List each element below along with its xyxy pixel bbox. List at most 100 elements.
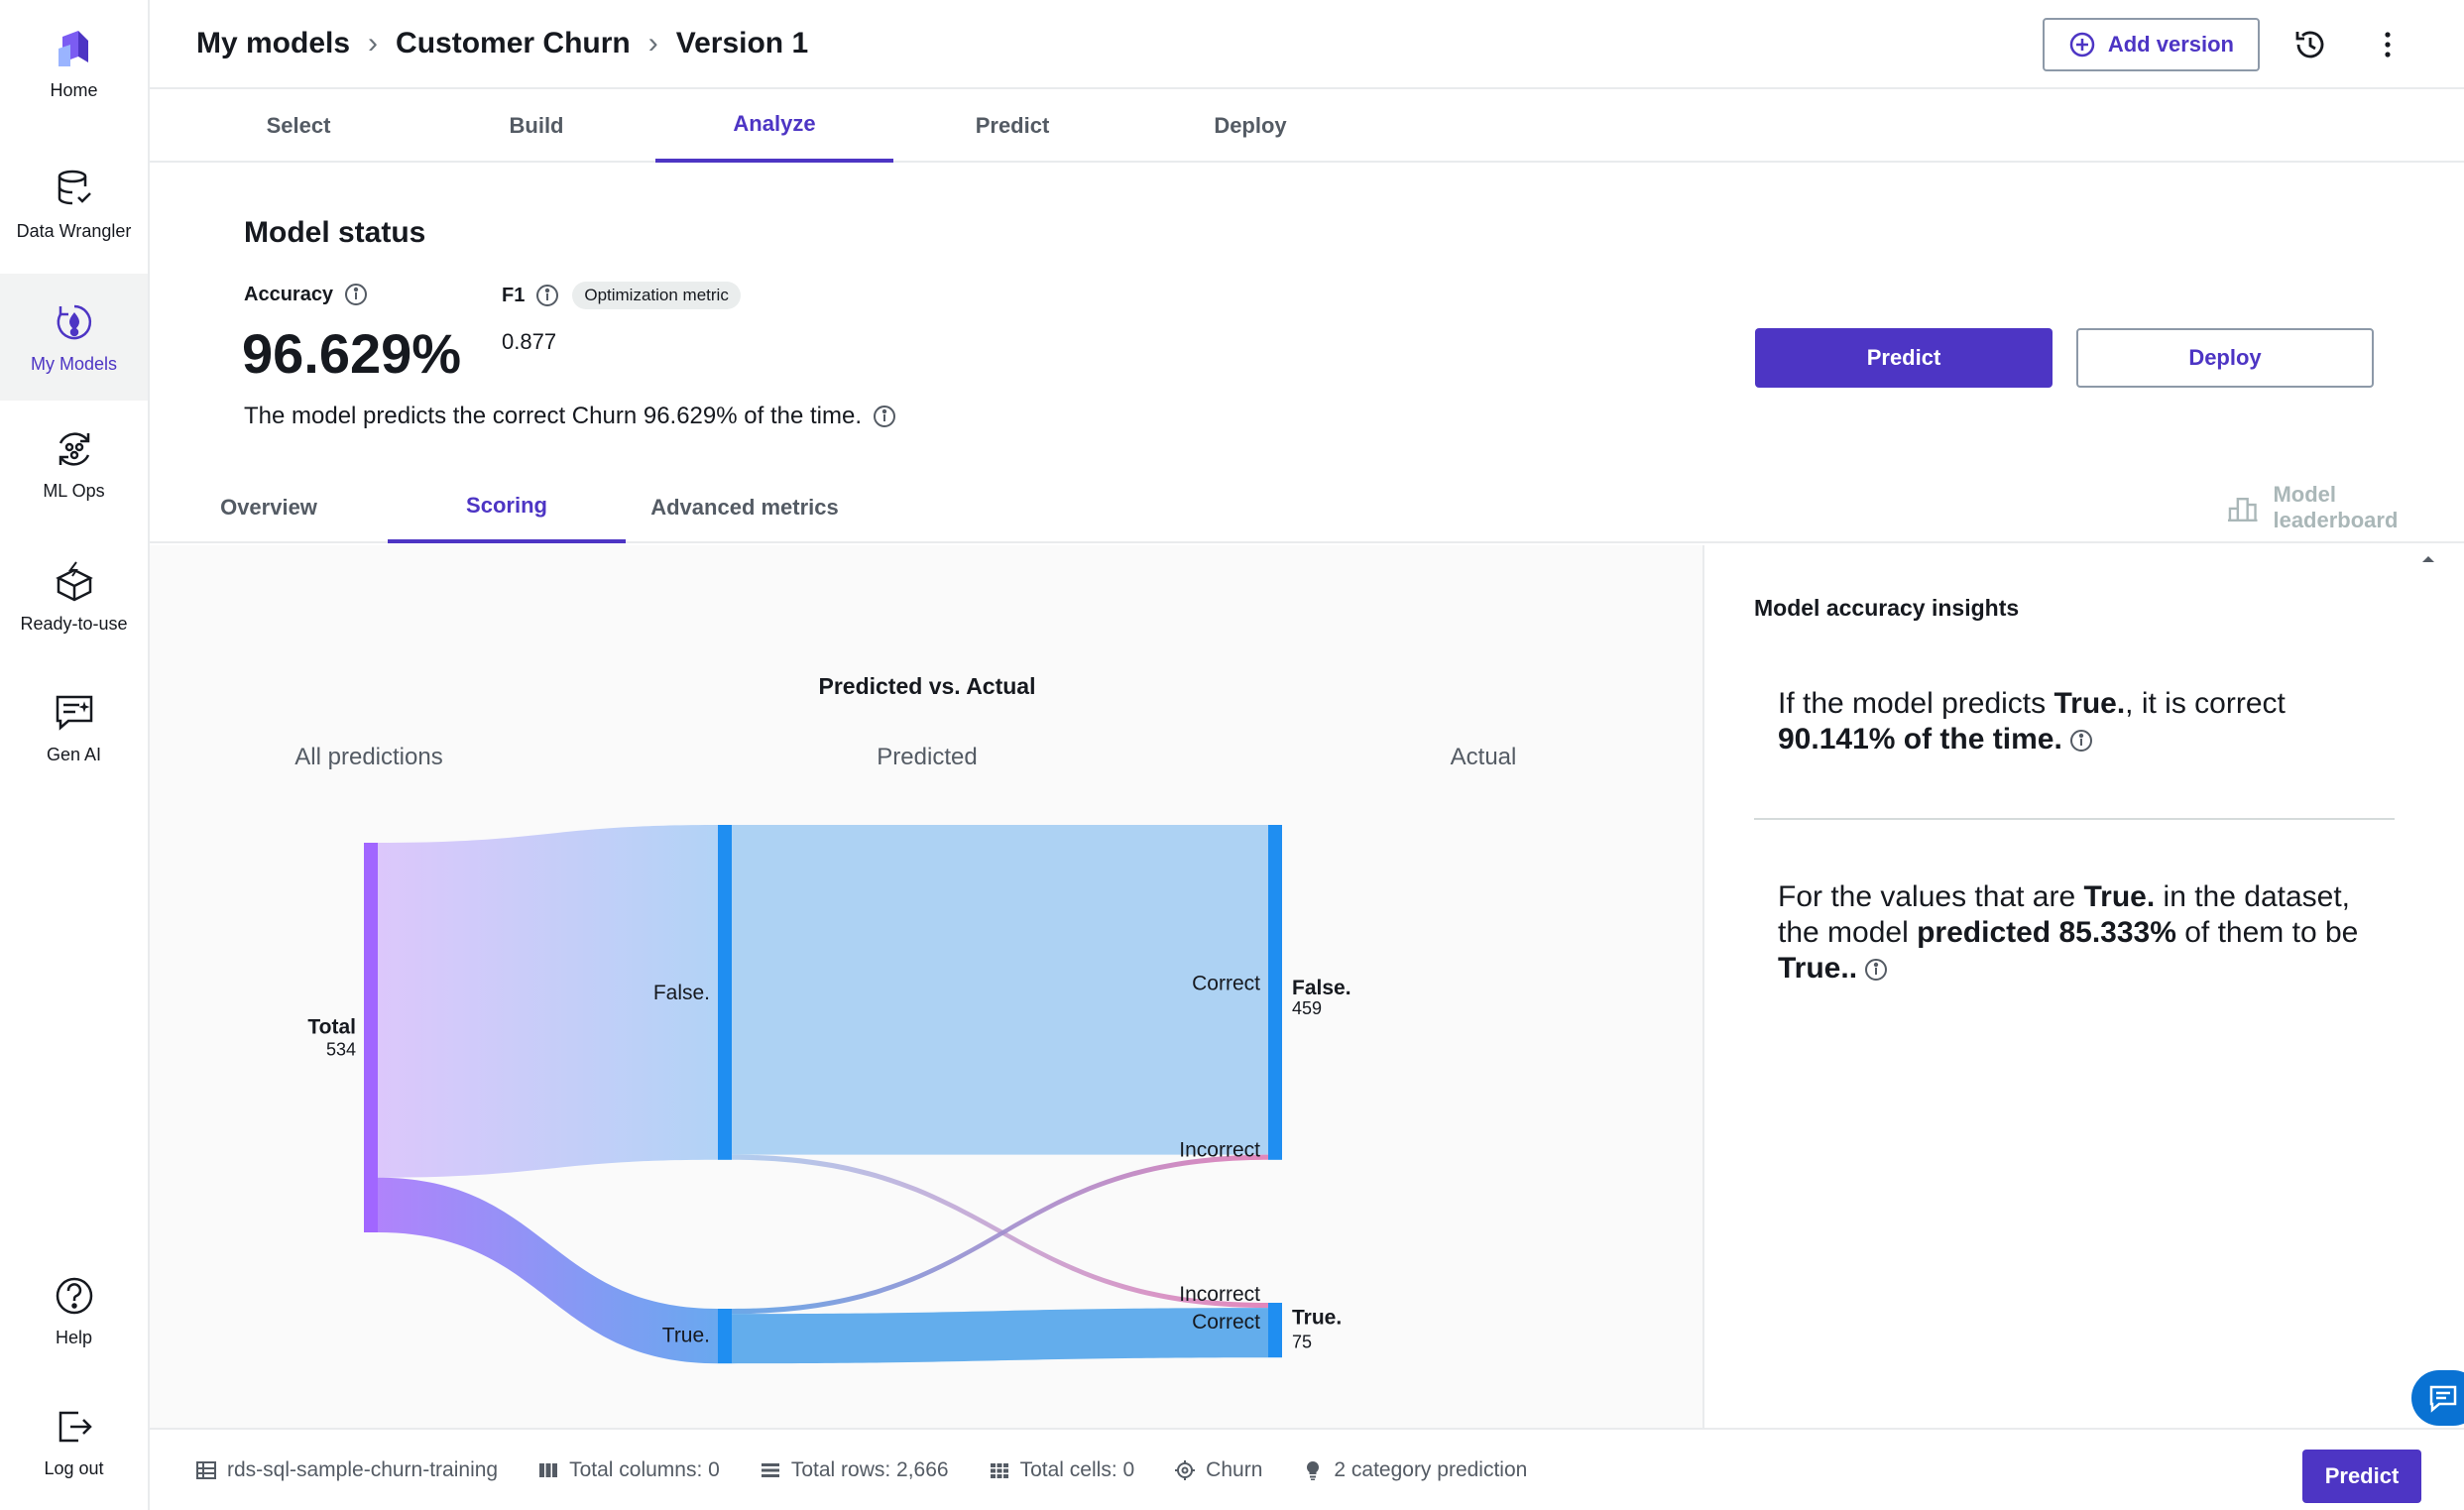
- sankey-chart: Predicted vs. Actual All predictions Pre…: [294, 673, 1517, 1364]
- tab-overview[interactable]: Overview: [220, 495, 317, 520]
- insight-text: in the dataset, the model: [1778, 880, 2351, 949]
- sankey-count-actual-true: 75: [1292, 1333, 1312, 1352]
- sankey-label-false-correct: Correct: [1192, 973, 1260, 995]
- column-header-actual: Actual: [1451, 744, 1517, 770]
- sankey-node-total[interactable]: [364, 843, 378, 1232]
- canvas-logo-icon: [58, 30, 88, 66]
- sankey-label-true-correct: Correct: [1192, 1311, 1260, 1334]
- sankey-count-actual-false: 459: [1292, 998, 1322, 1018]
- info-icon[interactable]: [534, 283, 560, 308]
- sankey-link-false-correct[interactable]: [732, 825, 1268, 1155]
- sankey-label-predicted-true: True.: [662, 1325, 710, 1347]
- footer-dataset: rds-sql-sample-churn-training: [195, 1458, 498, 1482]
- sankey-link-false-incorrect[interactable]: [732, 1154, 1268, 1309]
- sidebar-item-data-wrangler[interactable]: Data Wrangler: [0, 141, 148, 268]
- sankey-node-predicted-false[interactable]: [718, 825, 732, 1160]
- sankey-node-actual-false[interactable]: [1268, 825, 1282, 1160]
- sidebar: Home Data Wrangler My Models ML Ops: [0, 0, 150, 1510]
- lightbulb-icon: [1307, 1460, 1320, 1480]
- sidebar-item-label: Help: [55, 1327, 93, 1347]
- info-icon[interactable]: [872, 404, 897, 429]
- footer-rows: Total rows: 2,666: [760, 1458, 949, 1482]
- sankey-link-total-to-predicted-false[interactable]: [378, 825, 718, 1178]
- breadcrumb-version: Version 1: [675, 27, 809, 59]
- sankey-label-actual-false: False.: [1292, 977, 1351, 999]
- more-options-button[interactable]: [2361, 18, 2414, 71]
- database-icon: [58, 170, 91, 204]
- sidebar-item-label: Home: [50, 79, 98, 100]
- column-header-all-predictions: All predictions: [294, 744, 442, 770]
- history-icon: [2295, 31, 2324, 58]
- sankey-link-true-correct[interactable]: [732, 1308, 1268, 1364]
- sankey-label-false-incorrect: Incorrect: [1179, 1283, 1260, 1306]
- sankey-link-total-to-predicted-true[interactable]: [378, 1177, 718, 1364]
- insight-text: If the model predicts: [1778, 687, 2054, 720]
- scrollbar[interactable]: [2416, 545, 2440, 1428]
- sidebar-item-help[interactable]: Help: [0, 1247, 148, 1374]
- feedback-chat-button[interactable]: [2411, 1370, 2464, 1426]
- history-button[interactable]: [2284, 18, 2337, 71]
- info-icon[interactable]: [2068, 728, 2094, 754]
- footer-model-type: 2 category prediction: [1302, 1458, 1527, 1482]
- accuracy-value: 96.629%: [242, 322, 462, 385]
- insight-precision: If the model predicts True., it is corre…: [1778, 686, 2393, 757]
- model-status-title: Model status: [244, 216, 426, 249]
- sidebar-item-label: ML Ops: [43, 480, 105, 501]
- tab-select[interactable]: Select: [266, 113, 331, 138]
- insight-bold: 90.141% of the time.: [1778, 723, 2062, 755]
- breadcrumb-customer-churn[interactable]: Customer Churn: [396, 27, 631, 59]
- footer-model-type-text: 2 category prediction: [1334, 1457, 1528, 1481]
- sankey-label-true-incorrect: Incorrect: [1179, 1139, 1260, 1162]
- sidebar-item-ready-to-use[interactable]: Ready-to-use: [0, 533, 148, 660]
- sankey-node-actual-true[interactable]: [1268, 1303, 1282, 1358]
- chevron-right-icon: ›: [647, 27, 658, 59]
- sidebar-item-label: Log out: [44, 1457, 104, 1478]
- sankey-node-predicted-true[interactable]: [718, 1309, 732, 1364]
- accuracy-summary: The model predicts the correct Churn 96.…: [244, 403, 897, 430]
- ml-ops-icon: [59, 431, 89, 466]
- insight-recall: For the values that are True. in the dat…: [1778, 879, 2393, 987]
- sidebar-item-gen-ai[interactable]: Gen AI: [0, 664, 148, 791]
- sidebar-item-ml-ops[interactable]: ML Ops: [0, 401, 148, 527]
- f1-label: F1 Optimization metric: [502, 282, 741, 309]
- chevron-right-icon: ›: [368, 27, 379, 59]
- tab-build[interactable]: Build: [509, 113, 564, 138]
- scoring-chart-panel: Predicted vs. Actual All predictions Pre…: [150, 545, 1704, 1428]
- info-icon[interactable]: [343, 282, 369, 307]
- sidebar-item-label: Data Wrangler: [16, 220, 132, 241]
- add-version-button[interactable]: Add version: [2042, 18, 2260, 71]
- accuracy-label-text: Accuracy: [244, 283, 334, 305]
- leaderboard-icon: [2227, 497, 2258, 522]
- footer-predict-button[interactable]: Predict: [2302, 1450, 2421, 1503]
- sidebar-item-my-models[interactable]: My Models: [0, 274, 148, 401]
- insights-divider: [1754, 818, 2395, 820]
- tab-predict[interactable]: Predict: [975, 113, 1050, 138]
- footer-dataset-name: rds-sql-sample-churn-training: [227, 1457, 499, 1481]
- sankey-label-actual-true: True.: [1292, 1307, 1342, 1330]
- scroll-up-icon[interactable]: [2420, 551, 2436, 567]
- breadcrumb-my-models[interactable]: My models: [196, 27, 351, 59]
- column-header-predicted: Predicted: [877, 744, 977, 770]
- sidebar-item-home[interactable]: Home: [0, 0, 148, 127]
- insight-bold: predicted 85.333%: [1917, 916, 2176, 949]
- sidebar-item-label: Gen AI: [46, 744, 102, 764]
- sankey-count-total: 534: [326, 1040, 356, 1060]
- tab-scoring[interactable]: Scoring: [388, 472, 626, 543]
- f1-value: 0.877: [502, 329, 557, 354]
- tab-advanced-metrics[interactable]: Advanced metrics: [650, 495, 839, 520]
- help-icon: [56, 1277, 92, 1314]
- info-icon[interactable]: [1863, 957, 1889, 983]
- model-accuracy-insights: Model accuracy insights If the model pre…: [1706, 545, 2440, 1428]
- page-header: My models › Customer Churn › Version 1 A…: [150, 0, 2464, 89]
- cells-icon: [990, 1462, 1008, 1478]
- sidebar-item-log-out[interactable]: Log out: [0, 1378, 148, 1505]
- sankey-link-true-incorrect[interactable]: [732, 1154, 1268, 1315]
- deploy-button[interactable]: Deploy: [2076, 328, 2374, 388]
- optimization-metric-badge: Optimization metric: [572, 282, 741, 309]
- tab-deploy[interactable]: Deploy: [1214, 113, 1287, 138]
- tab-analyze[interactable]: Analyze: [655, 89, 893, 163]
- model-leaderboard-link[interactable]: Model leaderboard: [2226, 482, 2464, 532]
- predict-button[interactable]: Predict: [1755, 328, 2053, 388]
- chat-bubble-icon: [2429, 1385, 2457, 1413]
- more-vertical-icon: [2385, 32, 2391, 58]
